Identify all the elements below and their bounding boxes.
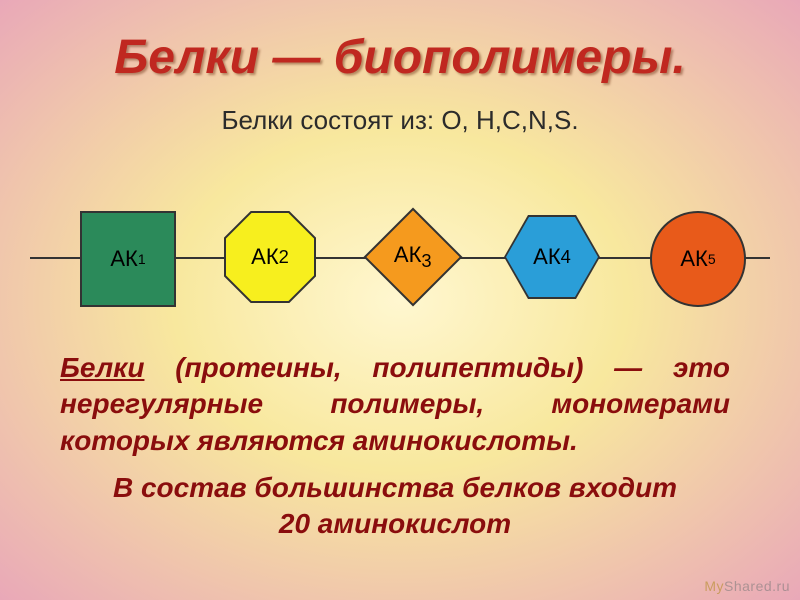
amino-acid-chain: АК1 АК2 АК3 АК4 АК5 [0,195,800,330]
definition-term: Белки [60,352,144,383]
watermark: MyShared.ru [704,578,790,594]
definition-rest: (протеины, полипептиды) — это нерегулярн… [60,352,730,456]
composition-line2: 20 аминокислот [279,508,511,539]
slide: Белки — биополимеры. Белки состоят из: O… [0,0,800,600]
chain-node-2: АК2 [226,213,314,301]
composition-line1: В состав большинства белков входит [113,472,677,503]
composition-paragraph: В состав большинства белков входит 20 ам… [60,470,730,543]
watermark-prefix: My [704,578,724,594]
slide-subtitle: Белки состоят из: O, H,C,N,S. [0,105,800,136]
chain-node-3: АК3 [366,210,459,303]
chain-node-5: АК5 [650,211,746,307]
definition-paragraph: Белки (протеины, полипептиды) — это нере… [60,350,730,459]
chain-node-1: АК1 [80,211,176,307]
chain-node-4: АК4 [506,217,598,297]
slide-title: Белки — биополимеры. [0,30,800,85]
watermark-suffix: Shared.ru [724,578,790,594]
